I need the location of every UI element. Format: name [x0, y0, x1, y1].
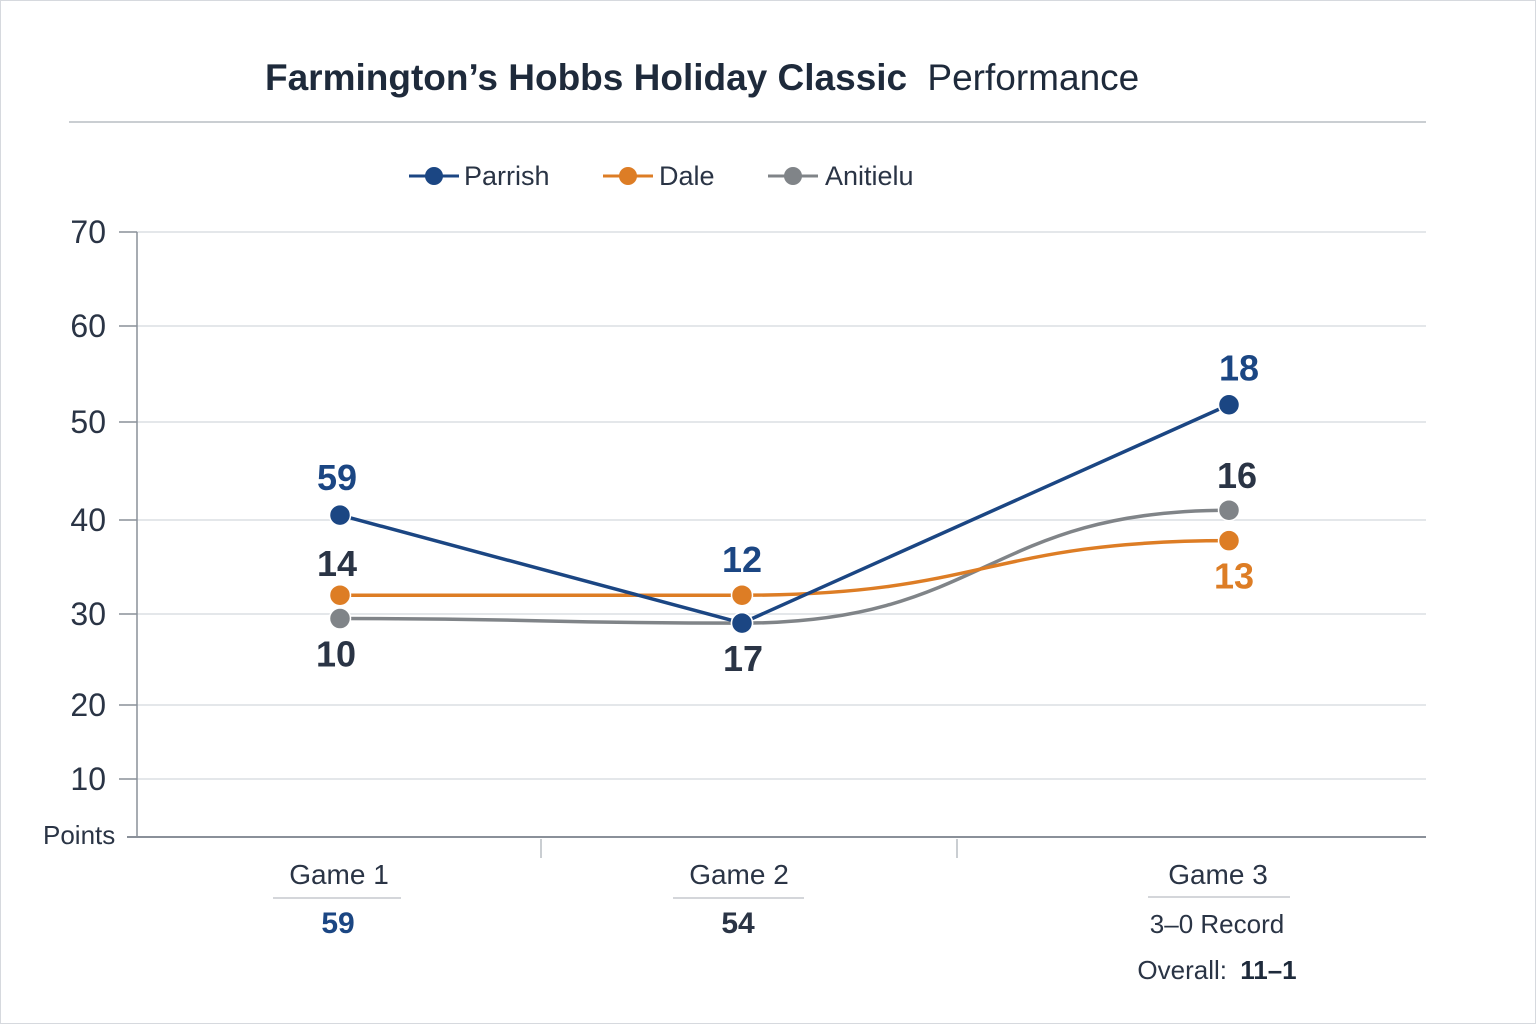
y-tick-label-20: 20: [70, 687, 106, 723]
marker-anitielu-game-1: [328, 607, 352, 630]
data-label-anitielu-game-2: 17: [723, 638, 763, 679]
series-line-anitielu: [339, 508, 1230, 625]
overall-record: Overall: 11–1: [1137, 955, 1296, 985]
chart-title-bold: Farmington’s Hobbs Holiday Classic: [265, 57, 907, 98]
legend-marker-dale: [619, 167, 637, 185]
overall-record-label: Overall:: [1137, 955, 1227, 985]
game-3-record: 3–0 Record: [1150, 909, 1284, 939]
data-labels: 59 18 14 12 13 10 17 16: [316, 348, 1259, 679]
legend-item-parrish: Parrish: [409, 161, 550, 191]
team-total-game-2: 54: [721, 907, 755, 940]
data-label-parrish-game-3: 18: [1219, 348, 1259, 389]
series-markers: [328, 393, 1241, 635]
y-tick-label-30: 30: [70, 596, 106, 632]
category-label-game-2: Game 2: [689, 859, 789, 890]
y-tick-label-40: 40: [70, 502, 106, 538]
y-axis-title: Points: [43, 820, 115, 850]
series-line-parrish: [339, 403, 1230, 625]
y-axis: 10 20 30 40 50 60 70: [70, 214, 138, 837]
x-axis: [127, 836, 1426, 858]
series-lines: [339, 403, 1230, 625]
marker-parrish-game-2: [730, 611, 754, 635]
overall-record-value: 11–1: [1240, 955, 1296, 985]
data-label-dale-game-3: 13: [1214, 556, 1254, 597]
data-label-dale-game-2: 12: [722, 539, 762, 580]
data-label-anitielu-game-1: 10: [316, 634, 356, 675]
marker-parrish-game-3: [1217, 393, 1241, 416]
y-tick-label-50: 50: [70, 404, 106, 440]
y-tick-label-10: 10: [70, 761, 106, 797]
data-label-dale-game-1: 14: [317, 543, 357, 584]
marker-dale-game-3: [1217, 529, 1241, 552]
marker-dale-game-1: [328, 583, 352, 607]
category-annotations: Game 1 59 Game 2 54 Game 3 3–0 Record Ov…: [273, 859, 1297, 985]
data-label-parrish-game-1: 59: [317, 457, 357, 498]
team-total-game-1: 59: [321, 907, 354, 940]
legend-item-dale: Dale: [603, 161, 715, 191]
y-tick-label-60: 60: [70, 308, 106, 344]
y-tick-label-70: 70: [70, 214, 106, 250]
gridlines: [137, 231, 1426, 780]
legend-item-anitielu: Anitielu: [768, 161, 914, 191]
legend-label-anitielu: Anitielu: [825, 161, 914, 191]
legend-label-dale: Dale: [659, 161, 715, 191]
category-label-game-1: Game 1: [289, 859, 389, 890]
legend-marker-parrish: [425, 167, 443, 185]
legend: Parrish Dale Anitielu: [409, 161, 914, 191]
marker-dale-game-2: [730, 583, 754, 607]
chart-title: Farmington’s Hobbs Holiday Classic Perfo…: [265, 57, 1139, 98]
marker-anitielu-game-3: [1217, 498, 1241, 522]
category-label-game-3: Game 3: [1168, 859, 1268, 890]
legend-marker-anitielu: [784, 167, 802, 185]
data-label-anitielu-game-3: 16: [1217, 455, 1257, 496]
series-line-dale: [340, 538, 1230, 597]
marker-parrish-game-1: [328, 503, 352, 527]
legend-label-parrish: Parrish: [464, 161, 550, 191]
chart-title-rest: Performance: [927, 57, 1139, 98]
